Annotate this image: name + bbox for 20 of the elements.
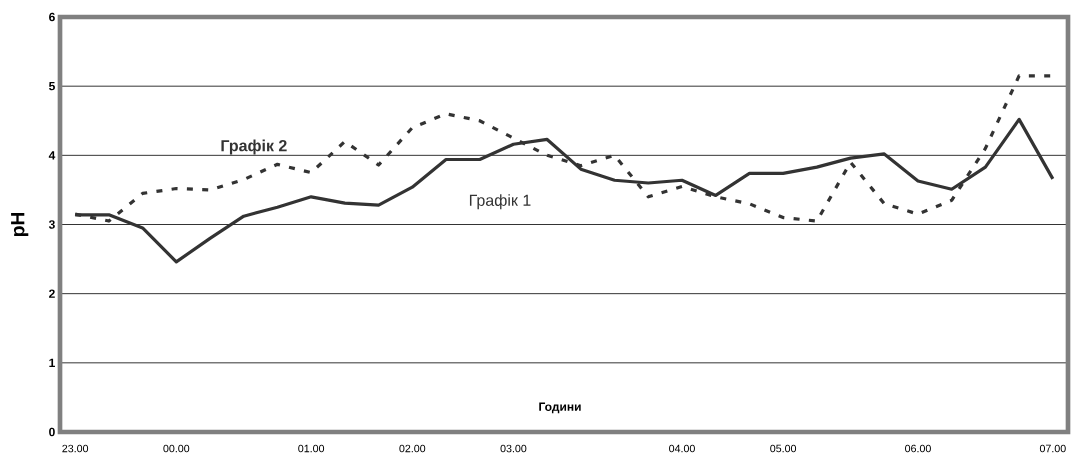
x-tick-label: 02.00 <box>399 444 426 453</box>
y-tick-label: 2 <box>49 289 55 298</box>
x-tick-label: 06.00 <box>905 444 931 453</box>
y-axis-title: pH <box>11 213 29 237</box>
x-tick-label: 00.00 <box>163 444 190 453</box>
y-tick-label: 5 <box>48 81 55 91</box>
y-tick-label: 6 <box>49 12 55 22</box>
x-tick-label: 23.00 <box>62 444 89 453</box>
x-tick-label: 03.00 <box>500 444 527 453</box>
y-tick-label: 0 <box>49 427 55 437</box>
x-tick-label: 05.00 <box>770 444 797 453</box>
series-label: Графік 2 <box>221 139 287 155</box>
y-tick-label: 4 <box>48 151 56 160</box>
x-axis-title: Години <box>539 402 581 414</box>
x-tick-label: 07.00 <box>1039 444 1066 453</box>
x-tick-label: 04.00 <box>669 444 695 453</box>
x-tick-label: 01.00 <box>298 444 325 453</box>
y-tick-label: 3 <box>48 220 55 229</box>
y-tick-label: 1 <box>49 358 55 367</box>
text: Графік 1 <box>469 194 531 210</box>
